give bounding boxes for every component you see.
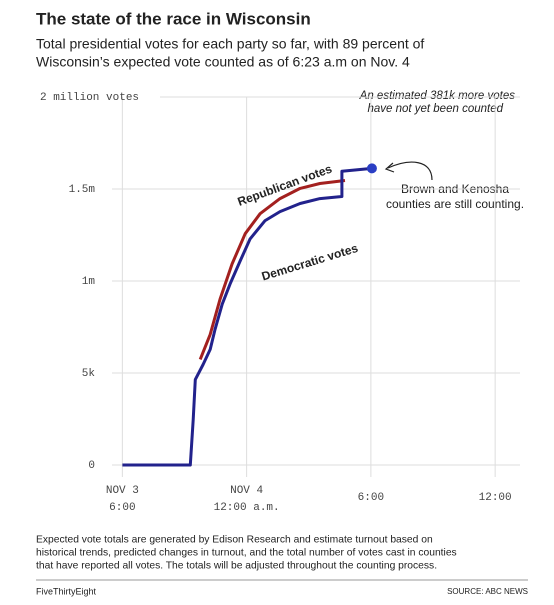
y-tick-label: 0 — [88, 460, 95, 472]
tick-line: 6:00 — [109, 502, 135, 514]
source: SOURCE: ABC NEWS — [447, 587, 528, 596]
chart-title: The state of the race in Wisconsin — [36, 9, 311, 28]
annotation: An estimated 381k more votes — [359, 90, 516, 102]
subtitle: Total presidential votes for each party … — [36, 36, 424, 52]
tick-line: 6:00 — [358, 492, 384, 504]
y-tick-label: 1m — [82, 276, 96, 288]
annotation-arrow — [387, 161, 433, 181]
annotation: have not yet been counted — [367, 103, 503, 115]
x-tick-label: 6:00 — [358, 492, 384, 504]
tick-line: NOV 3 — [106, 485, 139, 497]
series-line — [122, 166, 373, 467]
brand: FiveThirtyEight — [36, 586, 97, 596]
note: that have reported all votes. The totals… — [36, 561, 437, 572]
x-tick-label: NOV 4 12:00 a.m. — [214, 485, 280, 514]
annotation: counties are still counting. — [386, 197, 524, 211]
note: historical trends, predicted changes in … — [36, 548, 457, 559]
note: Expected vote totals are generated by Ed… — [36, 535, 433, 546]
y-tick-label: 5k — [82, 368, 96, 380]
x-tick-label: 12:00 — [479, 492, 512, 504]
x-tick-label: NOV 3 6:00 — [106, 485, 139, 514]
tick-line: 12:00 — [479, 492, 512, 504]
y-tick-label: 1.5m — [69, 184, 96, 196]
series-line — [198, 179, 346, 360]
subtitle: Wisconsin’s expected vote counted as of … — [36, 54, 410, 70]
tick-line: NOV 4 — [230, 485, 263, 497]
arrow-head — [384, 162, 395, 173]
end-dot — [366, 163, 377, 174]
grid — [112, 96, 520, 477]
y-tick-label: 2 million votes — [40, 92, 139, 104]
tick-line: 12:00 a.m. — [214, 502, 280, 514]
